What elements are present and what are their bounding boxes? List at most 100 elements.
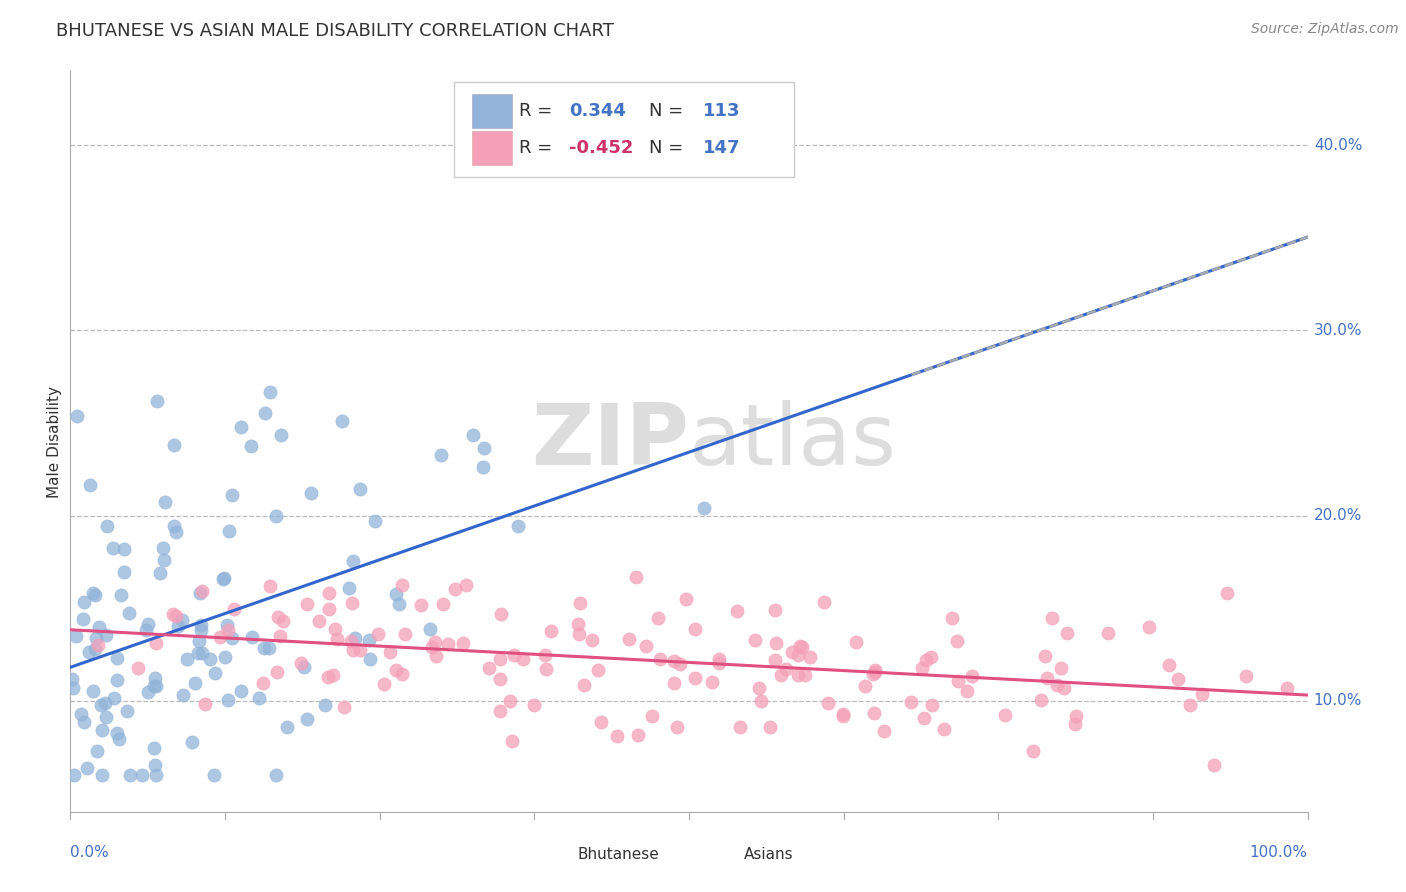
- Point: [359, 633, 381, 648]
- Text: 30.0%: 30.0%: [1313, 323, 1362, 338]
- Point: [648, 652, 671, 666]
- Point: [920, 650, 942, 665]
- Point: [120, 767, 142, 781]
- Point: [432, 597, 454, 611]
- Point: [385, 587, 408, 601]
- Point: [502, 648, 524, 663]
- Point: [240, 439, 263, 453]
- Point: [934, 722, 956, 736]
- Point: [489, 705, 512, 719]
- Point: [149, 566, 172, 580]
- Point: [96, 709, 118, 723]
- Text: R =: R =: [519, 139, 558, 157]
- Point: [204, 665, 226, 680]
- Point: [425, 648, 447, 663]
- Point: [591, 714, 613, 729]
- Point: [1064, 708, 1087, 723]
- Point: [267, 610, 290, 624]
- Point: [921, 698, 943, 713]
- Point: [330, 414, 353, 428]
- Point: [257, 640, 280, 655]
- Point: [212, 572, 235, 586]
- Point: [163, 519, 186, 533]
- Point: [744, 633, 766, 648]
- Text: Bhutanese: Bhutanese: [578, 847, 659, 863]
- Point: [94, 696, 117, 710]
- Text: 20.0%: 20.0%: [1313, 508, 1362, 523]
- Point: [364, 514, 387, 528]
- Point: [214, 650, 236, 665]
- Point: [941, 611, 963, 625]
- Point: [84, 642, 107, 657]
- Point: [314, 698, 336, 712]
- Point: [79, 477, 101, 491]
- Point: [340, 596, 363, 610]
- Point: [325, 632, 347, 647]
- Point: [218, 524, 240, 538]
- Point: [188, 634, 211, 648]
- Point: [640, 709, 662, 723]
- Point: [489, 652, 512, 666]
- Point: [87, 638, 110, 652]
- Point: [202, 767, 225, 781]
- Point: [240, 630, 263, 644]
- Point: [1178, 698, 1201, 712]
- Point: [295, 712, 318, 726]
- Point: [91, 767, 114, 781]
- Point: [914, 653, 936, 667]
- Point: [380, 645, 402, 659]
- Point: [863, 665, 886, 679]
- Point: [391, 578, 413, 592]
- Point: [131, 767, 153, 781]
- Point: [66, 409, 89, 423]
- Point: [454, 578, 477, 592]
- Point: [1275, 681, 1298, 695]
- Point: [337, 582, 360, 596]
- Point: [145, 679, 167, 693]
- Point: [217, 692, 239, 706]
- Point: [862, 666, 884, 681]
- Point: [606, 729, 628, 743]
- Point: [73, 595, 96, 609]
- Point: [222, 602, 245, 616]
- Point: [340, 634, 363, 648]
- Point: [105, 651, 128, 665]
- Point: [266, 665, 288, 679]
- Point: [136, 685, 159, 699]
- Point: [581, 632, 603, 647]
- Point: [567, 617, 589, 632]
- Point: [533, 648, 555, 662]
- Point: [73, 715, 96, 730]
- Point: [60, 672, 83, 686]
- Point: [709, 651, 731, 665]
- Point: [359, 651, 381, 665]
- Point: [1056, 625, 1078, 640]
- Text: N =: N =: [650, 139, 689, 157]
- Point: [1035, 671, 1057, 685]
- Point: [299, 485, 322, 500]
- Point: [165, 525, 187, 540]
- Point: [748, 681, 770, 695]
- Point: [512, 652, 534, 666]
- Point: [231, 684, 253, 698]
- Point: [692, 500, 714, 515]
- Text: 40.0%: 40.0%: [1313, 138, 1362, 153]
- Point: [683, 671, 706, 685]
- Point: [489, 672, 512, 686]
- Point: [1167, 672, 1189, 686]
- Point: [112, 542, 135, 557]
- Point: [451, 636, 474, 650]
- Text: 100.0%: 100.0%: [1250, 845, 1308, 860]
- Point: [472, 459, 495, 474]
- Point: [1064, 716, 1087, 731]
- Point: [162, 607, 184, 622]
- Point: [96, 628, 118, 642]
- Point: [499, 694, 522, 708]
- Point: [765, 635, 787, 649]
- Point: [342, 642, 364, 657]
- Point: [568, 627, 591, 641]
- Y-axis label: Male Disability: Male Disability: [46, 385, 62, 498]
- Point: [295, 597, 318, 611]
- Point: [83, 588, 105, 602]
- Text: Source: ZipAtlas.com: Source: ZipAtlas.com: [1251, 22, 1399, 37]
